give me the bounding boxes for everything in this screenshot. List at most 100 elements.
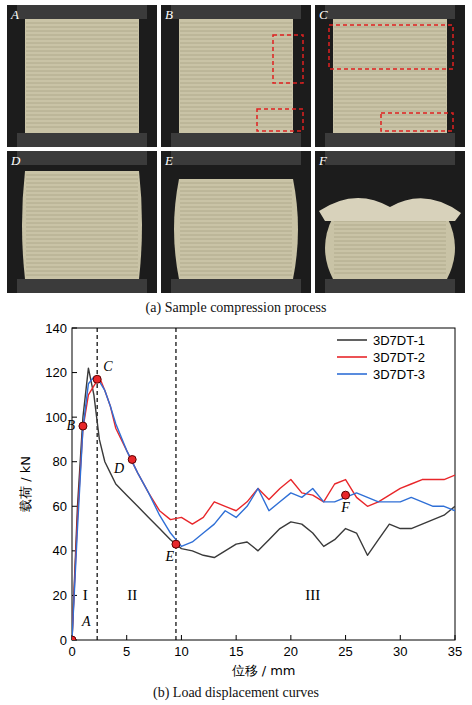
photo-background <box>161 5 311 147</box>
fabric-layer <box>180 203 292 204</box>
fabric-layer <box>334 75 446 76</box>
point-label: B <box>66 418 75 433</box>
specimen <box>22 171 142 279</box>
fabric-layer <box>334 35 446 36</box>
fabric-layer <box>334 253 446 254</box>
specimen <box>179 19 293 133</box>
x-axis-title: 位移 / mm <box>232 663 296 678</box>
stage-point <box>93 375 101 383</box>
fabric-layer <box>334 241 446 242</box>
fabric-layer <box>180 71 292 72</box>
fabric-layer <box>26 87 138 88</box>
y-tick-label: 0 <box>60 633 67 648</box>
fabric-layer <box>180 251 292 252</box>
stage-point <box>342 491 350 499</box>
photo-panel: C <box>315 5 465 147</box>
x-tick-label: 20 <box>284 644 298 659</box>
fabric-layer <box>334 23 446 24</box>
fabric-layer <box>334 79 446 80</box>
x-tick-label: 30 <box>393 644 407 659</box>
lower-platen <box>171 279 301 293</box>
fabric-layer <box>334 273 446 274</box>
fabric-layer <box>180 107 292 108</box>
fabric-layer <box>180 239 292 240</box>
fabric-layer <box>26 231 138 232</box>
fabric-layer <box>26 203 138 204</box>
fabric-layer <box>26 103 138 104</box>
fabric-layer <box>26 223 138 224</box>
fabric-layer <box>180 235 292 236</box>
stage-boundary <box>175 328 176 640</box>
fabric-layer <box>180 75 292 76</box>
fabric-layer <box>180 183 292 184</box>
y-tick-label: 80 <box>53 454 67 469</box>
fabric-layer <box>180 27 292 28</box>
fabric-layer <box>26 235 138 236</box>
fabric-layer <box>26 271 138 272</box>
fabric-layer <box>180 127 292 128</box>
fabric-layer <box>180 231 292 232</box>
fabric-layer <box>180 223 292 224</box>
fabric-layer <box>26 83 138 84</box>
photo-label: C <box>319 7 328 22</box>
fabric-layer <box>180 259 292 260</box>
photo-panel: B <box>161 5 311 147</box>
fabric-layer <box>334 71 446 72</box>
fabric-layer <box>334 249 446 250</box>
damage-box <box>257 109 303 131</box>
fabric-layer <box>26 191 138 192</box>
upper-platen <box>171 151 301 165</box>
upper-platen <box>17 5 147 19</box>
stage-point <box>72 636 76 640</box>
damage-box <box>381 113 453 131</box>
fabric-layer <box>26 31 138 32</box>
x-tick <box>400 635 401 640</box>
point-group <box>72 375 350 640</box>
stage-label: III <box>305 587 320 603</box>
x-tick <box>236 635 237 640</box>
fabric-layer <box>180 227 292 228</box>
fabric-layer <box>26 51 138 52</box>
series-line <box>72 368 455 640</box>
y-tick-label: 100 <box>45 410 67 425</box>
fabric-layer <box>26 39 138 40</box>
fabric-layer <box>334 111 446 112</box>
fabric-layer <box>180 191 292 192</box>
fabric-layer <box>26 187 138 188</box>
fabric-layer <box>26 275 138 276</box>
x-tick <box>455 635 456 640</box>
x-tick-label: 5 <box>123 644 130 659</box>
photo-label: F <box>318 153 328 168</box>
y-tick <box>72 506 77 507</box>
plot-frame <box>72 328 455 640</box>
fabric-layer <box>26 27 138 28</box>
photo-panel: D <box>7 151 157 293</box>
fabric-layer <box>26 123 138 124</box>
fabric-layer <box>334 55 446 56</box>
fabric-layer <box>334 115 446 116</box>
y-tick <box>72 372 77 373</box>
fabric-layer <box>180 95 292 96</box>
fabric-layer <box>180 211 292 212</box>
lower-platen <box>17 133 147 147</box>
fabric-layer <box>334 39 446 40</box>
fabric-layer <box>26 111 138 112</box>
lower-platen <box>325 133 455 147</box>
fabric-layer <box>180 195 292 196</box>
fabric-layer <box>26 227 138 228</box>
x-tick <box>181 635 182 640</box>
fabric-layer <box>334 87 446 88</box>
fabric-layer <box>26 95 138 96</box>
lower-platen <box>325 279 455 293</box>
fabric-layer <box>26 195 138 196</box>
fabric-layer <box>180 23 292 24</box>
point-label: D <box>113 461 124 476</box>
photo-background <box>315 5 465 147</box>
fabric-layer <box>26 207 138 208</box>
x-tick-label: 0 <box>68 644 75 659</box>
fabric-layer <box>334 127 446 128</box>
y-tick <box>72 461 77 462</box>
y-tick-label: 120 <box>45 365 67 380</box>
lower-platen <box>17 279 147 293</box>
fabric-layer <box>180 103 292 104</box>
